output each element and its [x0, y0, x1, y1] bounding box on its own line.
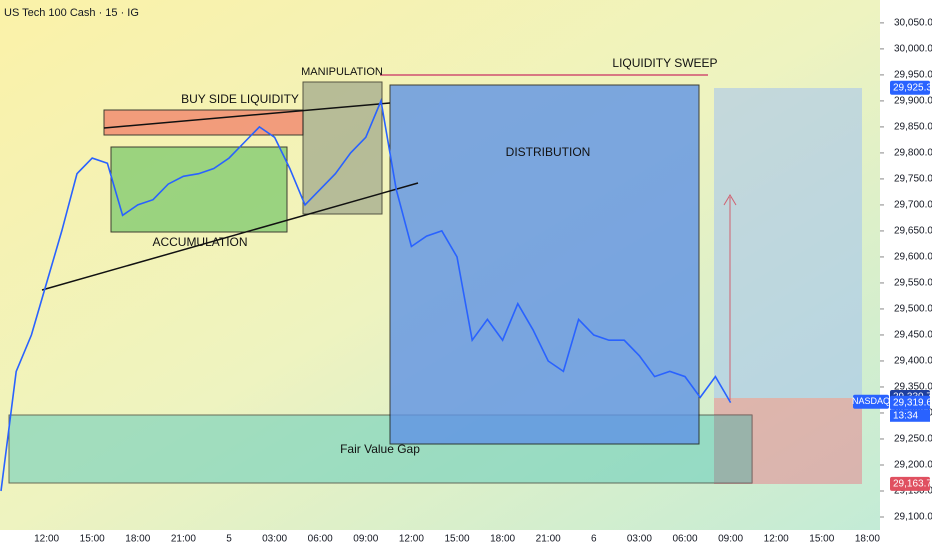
x-tick-label: 15:00 [444, 534, 469, 545]
y-tick-label: 29,550.0 [894, 278, 932, 289]
price-label-bg [890, 80, 930, 95]
y-tick-label: 29,400.0 [894, 356, 932, 367]
annotation: DISTRIBUTION [506, 145, 591, 159]
x-tick-label: 15:00 [809, 534, 834, 545]
trend-line [41, 182, 419, 291]
y-tick-label: 29,650.0 [894, 226, 932, 237]
x-tick-label: 18:00 [855, 534, 880, 545]
y-tick-label: 29,250.0 [894, 434, 932, 445]
entry-box [714, 415, 752, 483]
y-tick-label: 29,350.0 [894, 382, 932, 393]
accumulation-box [110, 146, 288, 233]
x-tick-label: 06:00 [308, 534, 333, 545]
y-tick-label: 29,500.0 [894, 304, 932, 315]
y-tick-label: 29,450.0 [894, 330, 932, 341]
price-label: 29,163.7 [893, 479, 932, 490]
annotation: LIQUIDITY SWEEP [612, 56, 717, 70]
annotation: BUY SIDE LIQUIDITY [181, 92, 299, 106]
target-arrow [723, 194, 737, 206]
manipulation-box [302, 81, 383, 215]
countdown: 13:34 [893, 410, 918, 421]
x-tick-label: 15:00 [80, 534, 105, 545]
x-tick-label: 06:00 [672, 534, 697, 545]
x-tick-label: 03:00 [627, 534, 652, 545]
y-tick-label: 29,900.0 [894, 96, 932, 107]
y-tick-label: 29,750.0 [894, 174, 932, 185]
countdown-bg [890, 409, 930, 422]
target-box [714, 88, 862, 398]
buy-side-box [103, 109, 304, 136]
y-tick-label: 29,850.0 [894, 122, 932, 133]
y-tick-label: 29,950.0 [894, 70, 932, 81]
x-tick-label: 6 [591, 534, 597, 545]
x-tick-label: 03:00 [262, 534, 287, 545]
price-label: 29,319.6 [893, 397, 932, 408]
x-tick-label: 18:00 [125, 534, 150, 545]
price-label-bg [890, 476, 930, 491]
x-tick-label: 09:00 [353, 534, 378, 545]
symbol-label-bg [853, 394, 889, 409]
x-tick-label: 12:00 [764, 534, 789, 545]
x-tick-label: 21:00 [171, 534, 196, 545]
annotation: Fair Value Gap [340, 442, 420, 456]
x-tick-label: 12:00 [34, 534, 59, 545]
price-line [0, 98, 732, 492]
y-tick-label: 29,800.0 [894, 148, 932, 159]
x-tick-label: 09:00 [718, 534, 743, 545]
annotation: MANIPULATION [301, 66, 383, 78]
y-tick-label: 29,100.0 [894, 512, 932, 523]
distribution-box [389, 84, 700, 445]
y-tick-label: 29,700.0 [894, 200, 932, 211]
y-tick-label: 29,150.0 [894, 486, 932, 497]
symbol-label: NASDAQ [852, 396, 890, 406]
y-tick-label: 29,200.0 [894, 460, 932, 471]
y-tick-label: 29,600.0 [894, 252, 932, 263]
price-label: 29,925.3 [893, 82, 932, 93]
y-tick-label: 30,000.0 [894, 44, 932, 55]
price-label-bg [890, 395, 930, 410]
x-tick-label: 21:00 [536, 534, 561, 545]
axis-bg [0, 530, 880, 550]
trend-line [103, 102, 391, 129]
x-tick-label: 18:00 [490, 534, 515, 545]
x-tick-label: 12:00 [399, 534, 424, 545]
x-tick-label: 5 [226, 534, 232, 545]
y-tick-label: 30,050.0 [894, 18, 932, 29]
annotation: ACCUMULATION [152, 235, 247, 249]
chart-title: US Tech 100 Cash · 15 · IG [4, 7, 139, 19]
